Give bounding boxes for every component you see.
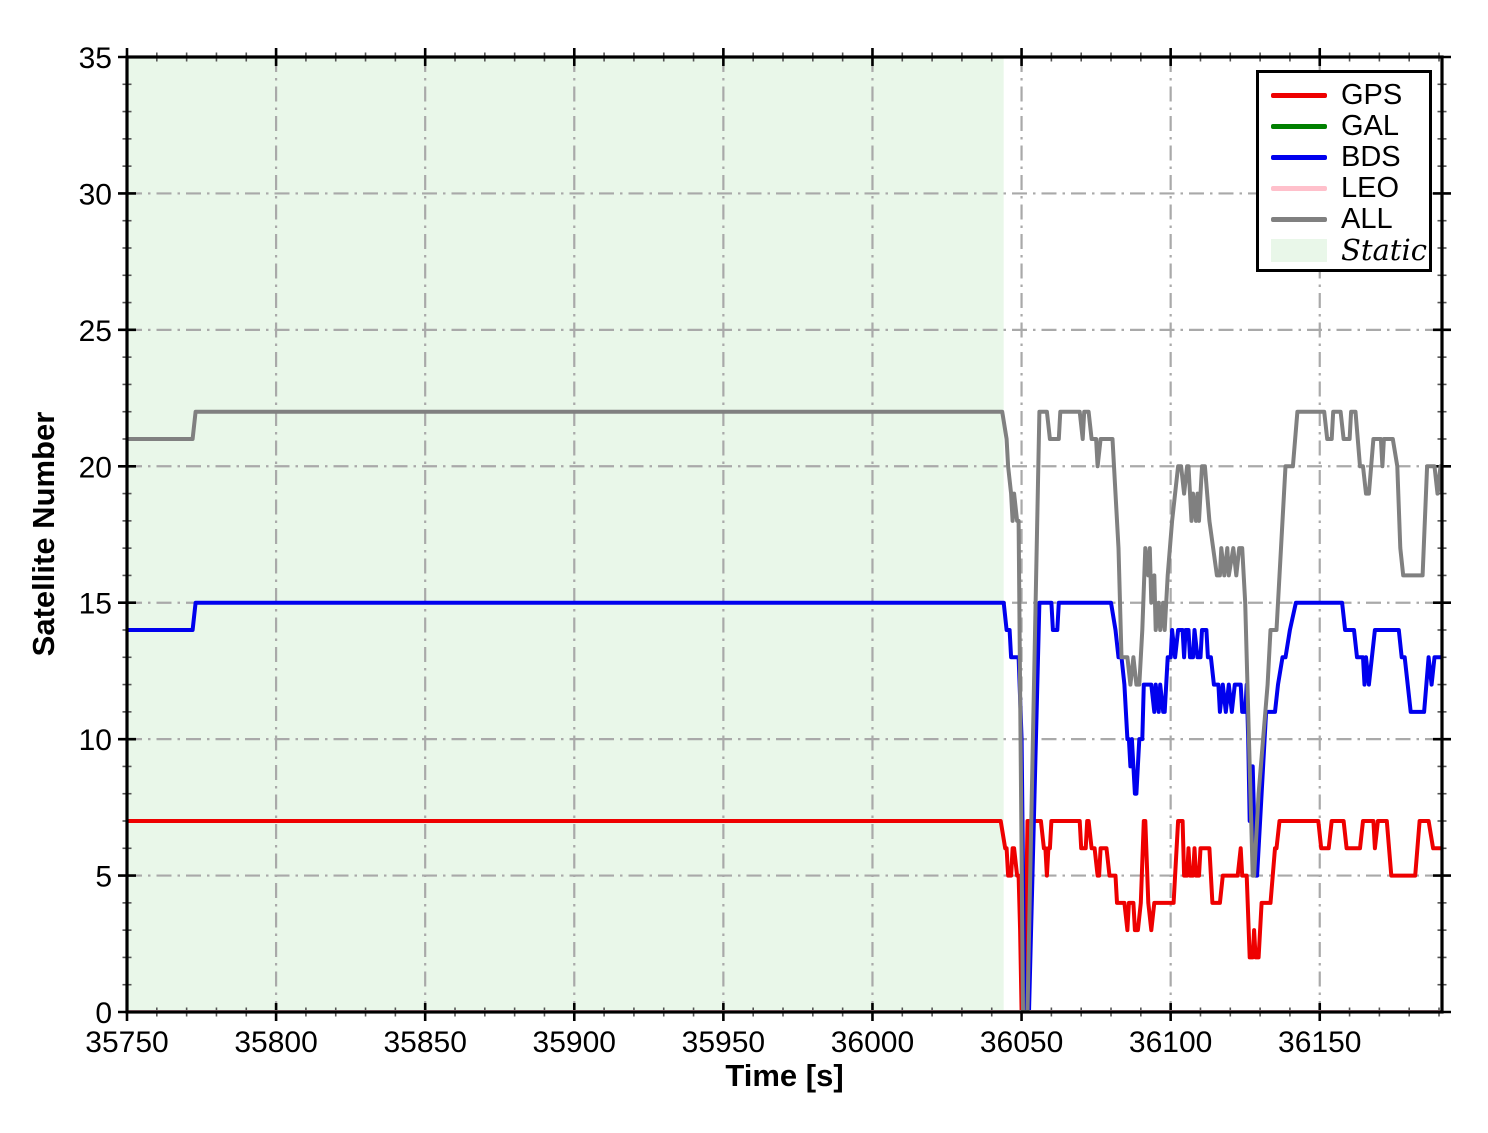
series-line-gps <box>127 819 1442 1012</box>
x-tick-label: 36150 <box>1278 1026 1361 1059</box>
legend-line-swatch <box>1271 124 1327 129</box>
y-tick-label: 5 <box>95 861 112 894</box>
legend-label: Static <box>1341 233 1427 267</box>
x-tick-label: 35900 <box>533 1026 616 1059</box>
y-tick-label: 15 <box>79 588 112 621</box>
y-tick-label: 10 <box>79 724 112 757</box>
legend-line-swatch <box>1271 93 1327 98</box>
legend-label: LEO <box>1341 172 1400 204</box>
y-tick-label: 20 <box>79 451 112 484</box>
legend-entry-all: ALL <box>1271 204 1419 235</box>
y-tick-label: 30 <box>79 178 112 211</box>
legend-box: GPS GAL BDS LEO ALL Static <box>1256 70 1432 272</box>
x-tick-label: 35750 <box>85 1026 168 1059</box>
x-tick-label: 36100 <box>1129 1026 1212 1059</box>
legend-line-swatch <box>1271 217 1327 222</box>
legend-entry-gps: GPS <box>1271 80 1419 111</box>
x-tick-label: 35800 <box>234 1026 317 1059</box>
legend-patch-swatch <box>1271 239 1327 262</box>
plot-border <box>125 55 1444 1014</box>
legend-label: BDS <box>1341 141 1401 173</box>
legend-line-swatch <box>1271 186 1327 191</box>
legend-label: GPS <box>1341 79 1403 111</box>
legend-label: GAL <box>1341 110 1400 142</box>
legend-label: ALL <box>1341 203 1393 235</box>
x-tick-label: 35850 <box>383 1026 466 1059</box>
y-tick-label: 25 <box>79 315 112 348</box>
series-line-bds <box>127 600 1442 1012</box>
legend-line-swatch <box>1271 155 1327 160</box>
static-region <box>127 57 1004 1012</box>
y-tick-label: 0 <box>95 997 112 1030</box>
x-axis-title: Time [s] <box>725 1058 844 1093</box>
y-axis-title: Satellite Number <box>26 411 61 657</box>
x-tick-label: 36000 <box>831 1026 914 1059</box>
legend-entry-gal: GAL <box>1271 111 1419 142</box>
legend-entry-leo: LEO <box>1271 173 1419 204</box>
legend-entry-bds: BDS <box>1271 142 1419 173</box>
y-tick-label: 35 <box>79 42 112 75</box>
legend-entry-static: Static <box>1271 235 1427 266</box>
x-tick-label: 36050 <box>980 1026 1063 1059</box>
x-tick-label: 35950 <box>682 1026 765 1059</box>
series-line-all <box>127 409 1442 1012</box>
